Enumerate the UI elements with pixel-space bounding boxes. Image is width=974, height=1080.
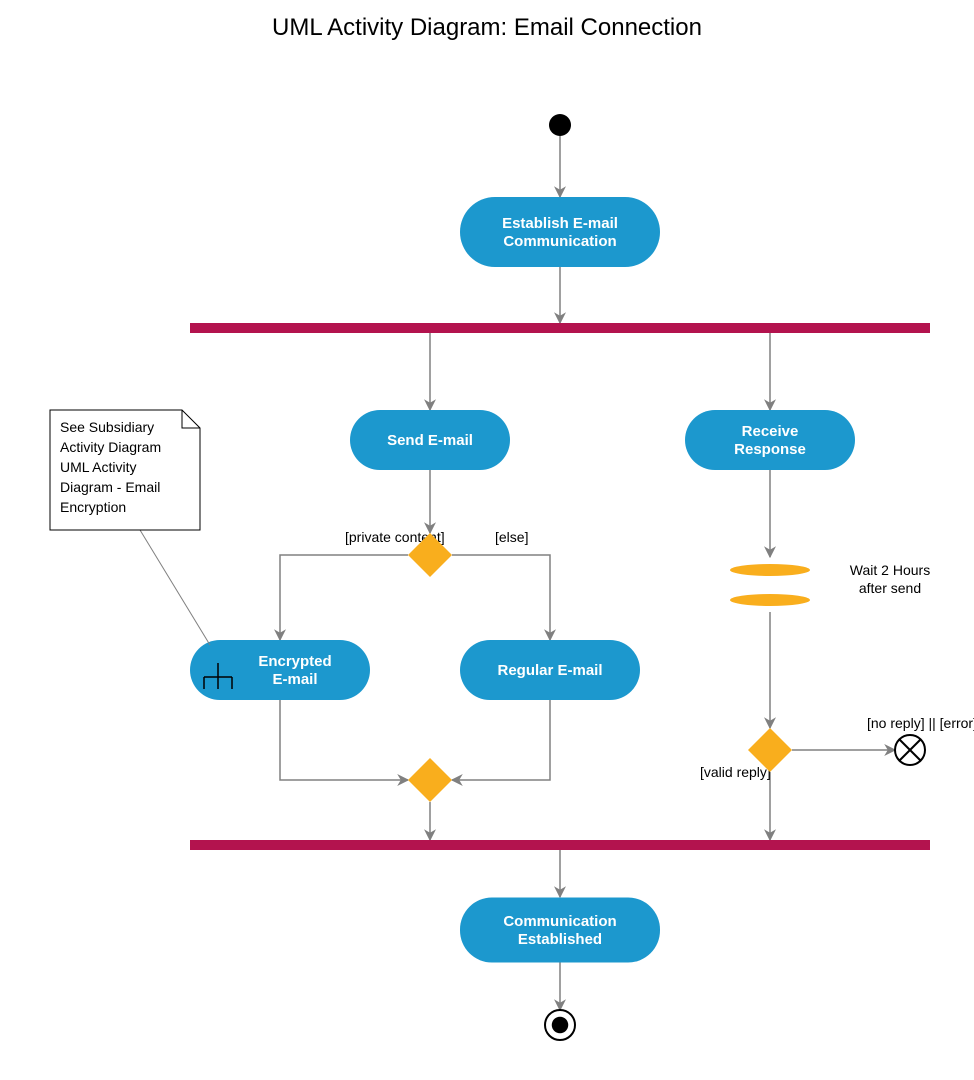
node-flowfinal [895,735,925,765]
node-initial [549,114,571,136]
activity-node [685,410,855,470]
diagram-title: UML Activity Diagram: Email Connection [272,14,702,41]
time-signal-label: Wait 2 Hours [850,562,930,578]
guard-label: [no reply] || [error] [867,715,974,731]
initial-node-icon [549,114,571,136]
activity-label: Regular E-mail [497,662,602,679]
node-establish: Establish E-mailCommunication [460,197,660,267]
note: See Subsidiary Activity Diagram UML Activi… [50,410,210,645]
activity-label: Encrypted [258,653,331,670]
time-signal-bottom-icon [730,594,810,606]
final-node-dot-icon [552,1017,569,1034]
uml-activity-diagram: UML Activity Diagram: Email Connection [… [0,0,974,1080]
node-receive: ReceiveResponse [685,410,855,470]
node-encrypted: EncryptedE-mail [190,640,370,700]
node-join1 [190,840,930,850]
activity-label: Communication [503,913,616,930]
activity-node [460,898,660,963]
node-send: Send E-mail [350,410,510,470]
guard-label: [else] [495,529,528,545]
node-timesig: Wait 2 Hours after send [730,562,930,606]
note-text: Activity Diagram [60,439,161,455]
note-text: Encryption [60,499,126,515]
activity-label: Establish E-mail [502,215,618,232]
node-merge1 [408,758,452,802]
activity-node [190,640,370,700]
activity-label: Send E-mail [387,432,473,449]
note-text: See Subsidiary [60,419,154,435]
time-signal-top-icon [730,564,810,576]
time-signal-label: after send [859,580,921,596]
edge [280,555,408,640]
node-regular: Regular E-mail [460,640,640,700]
note-anchor-line [140,530,210,645]
node-fork1 [190,323,930,333]
guard-label: [valid reply] [700,764,771,780]
activity-label: E-mail [272,671,317,688]
activity-label: Communication [503,233,616,250]
note-text: UML Activity [60,459,137,475]
edge [452,555,550,640]
activity-label: Receive [742,423,799,440]
decision-node-icon [408,758,452,802]
note-text: Diagram - Email [60,479,160,495]
activity-label: Response [734,441,806,458]
join-bar [190,840,930,850]
node-commest: CommunicationEstablished [460,898,660,963]
edge [280,700,408,780]
edge [452,700,550,780]
activity-node [460,197,660,267]
activity-label: Established [518,931,602,948]
fork-bar [190,323,930,333]
node-final [545,1010,575,1040]
